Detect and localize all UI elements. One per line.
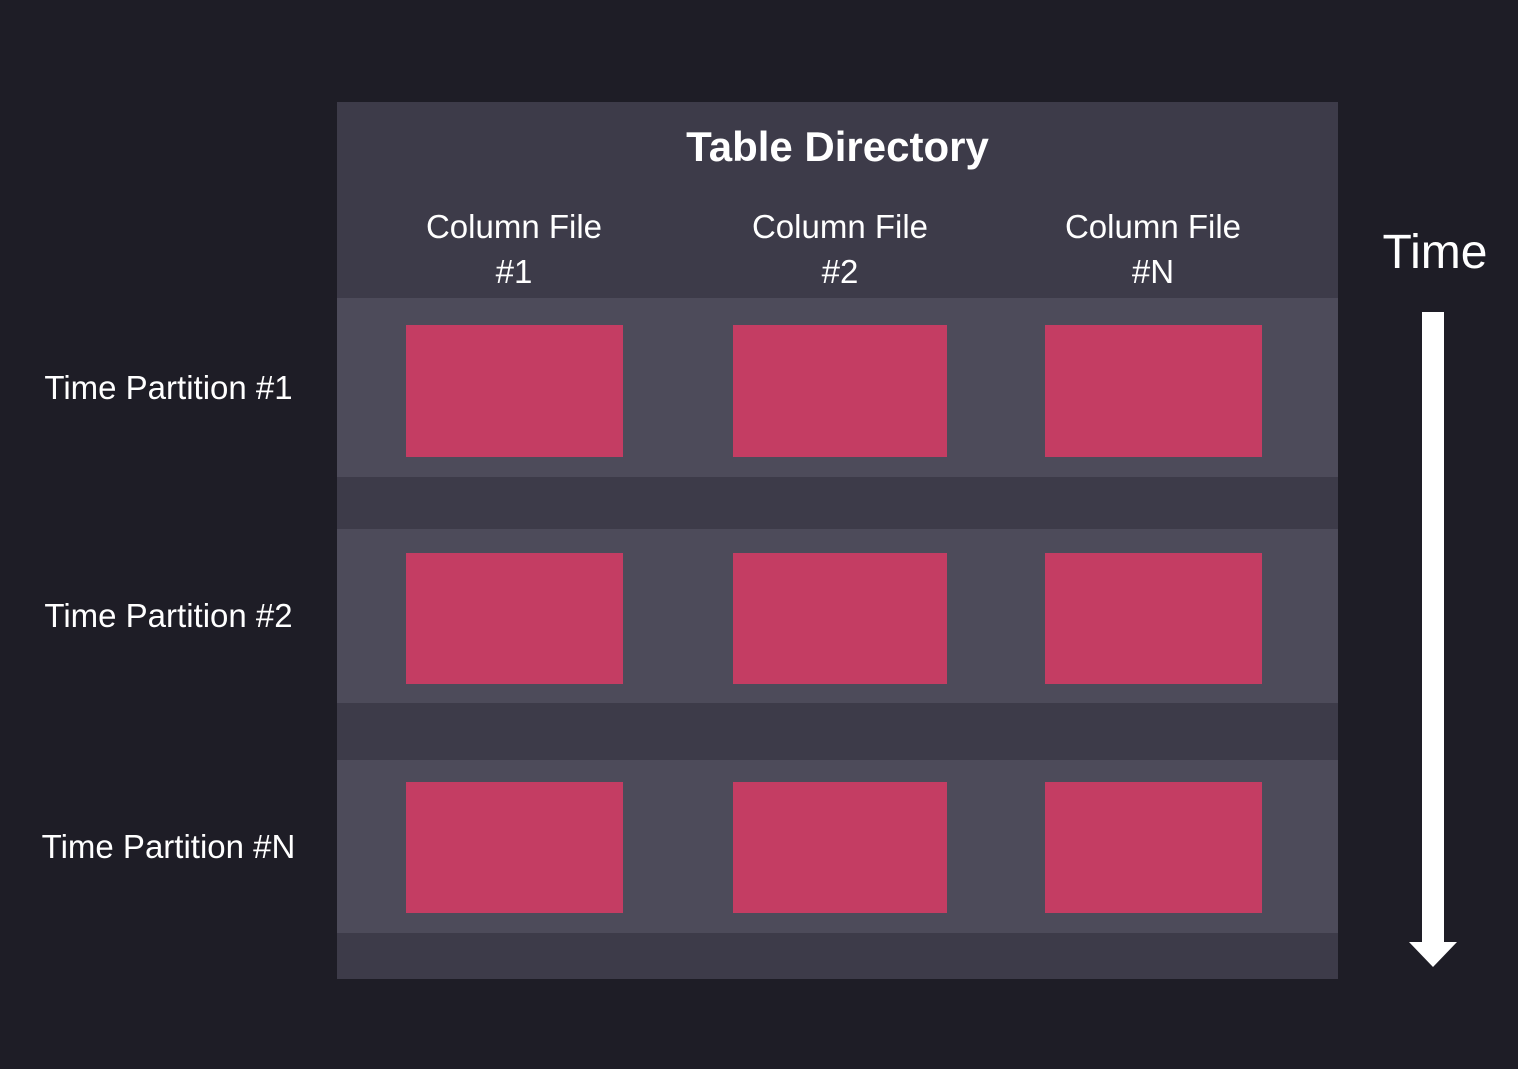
column-file-block-rnc2 <box>733 782 947 913</box>
time-axis-label: Time <box>1382 226 1488 279</box>
time-partition-label-2: Time Partition #2 <box>44 597 293 634</box>
column-file-block-r1c1 <box>406 325 623 457</box>
column-file-block-rnc1 <box>406 782 623 913</box>
column-file-header-2-line1: Column File <box>751 208 929 245</box>
time-partition-label-1: Time Partition #1 <box>44 368 293 406</box>
row-gap-1 <box>337 477 1338 529</box>
time-partition-label-n: Time Partition #N <box>41 827 296 865</box>
row-gap-2 <box>337 703 1338 760</box>
column-file-header-2: Column File #2 <box>702 204 978 294</box>
table-directory-title: Table Directory <box>686 123 989 170</box>
column-file-block-r2cn <box>1045 553 1262 684</box>
column-file-block-r1c2 <box>733 325 947 457</box>
time-arrow-head <box>1409 942 1457 967</box>
time-arrow-shaft <box>1422 312 1444 942</box>
column-file-header-2-line2: #2 <box>821 253 859 290</box>
column-file-header-n: Column File #N <box>1015 204 1291 294</box>
table-bottom-strip <box>337 933 1338 979</box>
column-file-header-1-line1: Column File <box>425 208 603 245</box>
column-file-header-n-line2: #N <box>1131 253 1175 290</box>
column-file-block-r2c1 <box>406 553 623 684</box>
column-file-block-rncn <box>1045 782 1262 913</box>
column-file-header-n-line1: Column File <box>1064 208 1242 245</box>
table-directory-header <box>337 102 1338 298</box>
column-file-header-1-line2: #1 <box>495 253 533 290</box>
column-file-header-1: Column File #1 <box>376 204 652 294</box>
column-file-block-r1cn <box>1045 325 1262 457</box>
column-file-block-r2c2 <box>733 553 947 684</box>
